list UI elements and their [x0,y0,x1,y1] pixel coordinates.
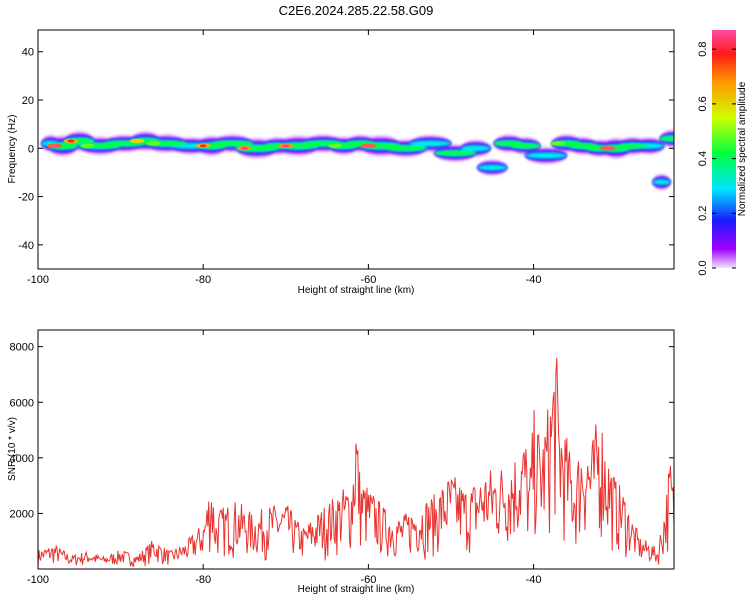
spectrogram-cell [660,136,674,141]
colorbar-ticks: 0.0 0.2 0.4 0.6 0.8 [697,42,736,276]
spectrogram-y-tick-label: -20 [18,192,34,204]
spectrogram-ticks: -100 -80 -60 -40 -40 -20 0 20 40 [18,30,674,286]
spectrogram-cell [211,141,253,146]
spectrogram-peak-core [604,146,612,150]
spectrogram-cell [460,145,491,152]
snr-ticks: -100 -80 -60 -40 2000 4000 6000 8000 [10,330,674,586]
snr-x-tick-label: -80 [195,574,211,586]
spectrogram-peak-core [51,144,59,148]
spectrogram-peaks [46,138,616,151]
colorbar-gradient [712,30,736,268]
spectrogram-peak [129,138,145,144]
spectrogram-panel: -100 -80 -60 -40 -40 -20 0 20 40 Height of strai… [7,29,675,296]
colorbar-tick-label: 0.6 [697,96,709,111]
spectrogram-peak-core [282,144,290,148]
spectrogram-x-tick-label: -80 [195,274,211,286]
snr-series-line [38,357,674,568]
spectrogram-band [41,129,674,191]
snr-y-tick-label: 4000 [10,453,34,465]
spectrogram-peak [551,141,566,146]
spectrogram-peak [80,143,95,149]
snr-y-tick-label: 8000 [10,342,34,354]
spectrogram-x-tick-label: -60 [360,274,376,286]
figure-title: C2E6.2024.285.22.58.G09 [279,3,434,18]
spectrogram-x-tick-label: -40 [526,274,542,286]
snr-panel: -100 -80 -60 -40 2000 4000 6000 8000 Height of … [7,329,675,595]
spectrogram-peak-core [67,139,75,143]
colorbar-tick-label: 0.0 [697,260,709,275]
spectrogram-cell [409,140,452,147]
spectrogram-cell [384,146,427,151]
spectrogram-frame [37,29,675,270]
spectrogram-cell [434,150,476,156]
snr-y-axis-label: SNR (10 * v/v) [7,417,18,481]
spectrogram-peak-core [240,146,248,150]
colorbar-label: Normalized spectral amplitude [737,81,748,216]
spectrogram-y-tick-label: 40 [22,47,34,59]
spectrogram-y-tick-label: 0 [28,143,34,155]
colorbar: 0.0 0.2 0.4 0.6 0.8 Normalized spectral ampl… [697,30,748,276]
snr-y-tick-label: 6000 [10,397,34,409]
spectrogram-peak [146,141,161,146]
spectrogram-x-tick-label: -100 [27,274,49,286]
spectrogram-cell [525,152,567,159]
spectrogram-peak-core [364,144,372,148]
snr-x-tick-label: -60 [360,574,376,586]
spectrogram-x-axis-label: Height of straight line (km) [298,285,415,296]
spectrogram-cell [477,164,508,171]
spectrogram-peak-core [199,144,207,148]
snr-x-tick-label: -40 [526,574,542,586]
colorbar-tick-label: 0.4 [697,151,709,166]
snr-x-tick-label: -100 [27,574,49,586]
colorbar-tick-label: 0.2 [697,206,709,221]
snr-frame [37,329,675,570]
spectrogram-y-axis-label: Frequency (Hz) [7,115,18,184]
spectrogram-cell [652,179,671,186]
snr-x-axis-label: Height of straight line (km) [298,584,415,595]
spectrogram-y-tick-label: -40 [18,240,34,252]
spectrogram-peak [328,143,343,149]
spectrogram-cell [617,143,648,149]
snr-y-tick-label: 2000 [10,508,34,520]
spectrogram-cell [510,143,541,149]
spectrogram-y-tick-label: 20 [22,95,34,107]
colorbar-tick-label: 0.8 [697,42,709,57]
